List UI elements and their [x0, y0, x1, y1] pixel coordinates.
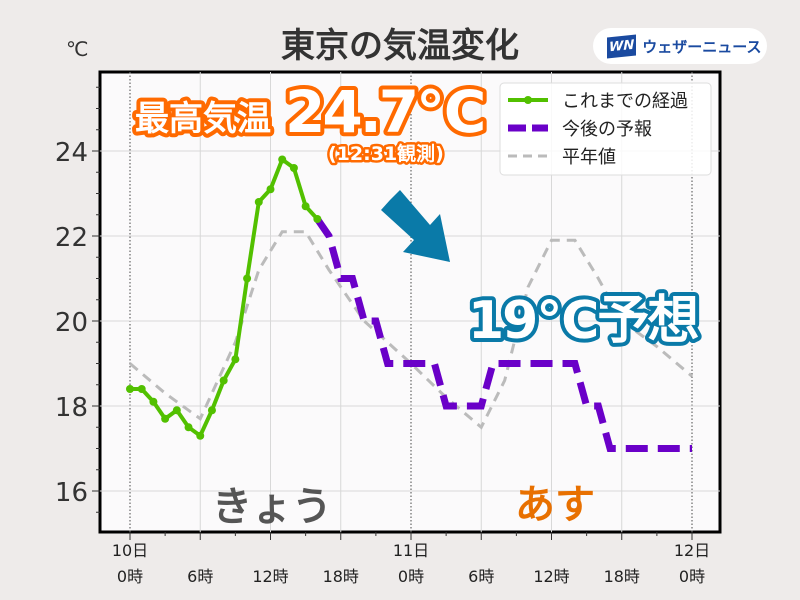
observed-point — [313, 215, 322, 223]
y-tick-label: 24 — [55, 138, 88, 168]
x-tick-label-hour: 6時 — [187, 567, 213, 586]
observed-point — [289, 164, 298, 172]
observed-point — [301, 202, 310, 211]
legend-label: 今後の予報 — [562, 119, 652, 140]
observed-point — [149, 397, 158, 406]
series-forecast-line — [314, 217, 692, 452]
legend-label: これまでの経過 — [562, 91, 688, 112]
y-tick-label: 22 — [55, 223, 88, 253]
x-tick-label-day: 11日 — [393, 541, 429, 560]
observed-point — [196, 431, 205, 440]
x-tick-label-hour: 0時 — [398, 567, 424, 586]
observed-point — [278, 155, 287, 164]
observed-point — [254, 198, 263, 206]
x-tick-label-day: 12日 — [674, 541, 710, 560]
y-tick-label: 18 — [55, 393, 88, 423]
observed-point — [231, 355, 240, 364]
legend-marker — [524, 96, 532, 104]
observed-point — [219, 376, 228, 385]
x-tick-label-hour: 18時 — [604, 567, 640, 586]
max-temp-value: 24.7℃ — [285, 78, 483, 146]
observed-point — [207, 406, 216, 415]
series-normal-line — [129, 230, 693, 430]
observed-point — [184, 423, 193, 432]
legend — [499, 82, 712, 176]
max-temp-label: 最高気温 — [135, 99, 271, 139]
y-tick-label: 16 — [55, 478, 88, 508]
observed-point — [137, 385, 146, 393]
observed-point — [266, 185, 275, 194]
x-tick-label-hour: 12時 — [252, 567, 288, 586]
x-tick-label-day: 10日 — [112, 541, 148, 560]
forecast-temp: 19℃予想 — [468, 291, 698, 351]
x-tick-label-hour: 0時 — [679, 567, 705, 586]
x-tick-label-hour: 18時 — [323, 567, 359, 586]
y-tick-label: 20 — [55, 308, 88, 338]
weathernews-logo: WN ウェザーニュース — [593, 28, 767, 64]
brand-name: ウェザーニュース — [642, 37, 762, 56]
observed-point — [243, 274, 252, 283]
arrow-icon — [381, 190, 450, 262]
chart-title: 東京の気温変化 — [281, 26, 519, 66]
max-temp-time: (12:31観測) — [328, 142, 444, 165]
observed-point — [126, 385, 134, 393]
x-tick-label-hour: 12時 — [533, 567, 569, 586]
today-label: きょう — [212, 484, 332, 530]
x-tick-label-hour: 6時 — [468, 567, 494, 586]
legend-label: 平年値 — [562, 147, 616, 168]
tomorrow-label: あす — [515, 482, 595, 528]
observed-point — [161, 414, 170, 423]
x-tick-label-hour: 0時 — [117, 567, 143, 586]
y-axis-unit: ℃ — [66, 37, 88, 61]
observed-point — [172, 406, 181, 415]
